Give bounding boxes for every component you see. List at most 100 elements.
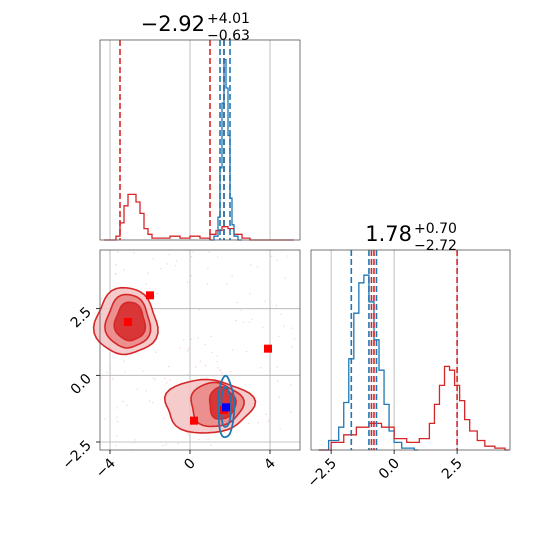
scatter-point <box>187 434 189 436</box>
marker-blue <box>222 403 230 412</box>
scatter-point <box>189 301 191 303</box>
scatter-point <box>221 372 223 374</box>
scatter-point <box>145 390 147 392</box>
scatter-point <box>208 251 210 253</box>
scatter-point <box>240 309 243 312</box>
scatter-point <box>275 304 278 307</box>
blue-contour <box>217 374 236 439</box>
scatter-point <box>290 411 292 413</box>
scatter-point <box>177 442 179 445</box>
scatter-point <box>187 281 189 284</box>
scatter-point <box>190 274 192 277</box>
marker-red <box>190 416 198 425</box>
panel-frame <box>310 249 511 451</box>
marker-red <box>264 344 272 353</box>
scatter-point <box>204 364 207 367</box>
scatter-point <box>114 273 117 275</box>
scatter-point <box>123 360 125 362</box>
scatter-point <box>186 350 189 352</box>
scatter-point <box>164 377 166 380</box>
scatter-point <box>183 339 185 341</box>
scatter-point <box>257 421 259 424</box>
scatter-point <box>190 255 193 258</box>
panel-frame <box>99 249 301 451</box>
scatter-point <box>265 413 267 416</box>
scatter-point <box>116 416 118 419</box>
scatter-point <box>165 443 167 446</box>
title-upper-error: +4.01 <box>207 11 250 27</box>
scatter-point <box>207 268 209 270</box>
scatter-point <box>278 335 280 338</box>
scatter-point <box>166 263 169 265</box>
scatter-point <box>162 444 164 447</box>
histogram-series <box>210 58 242 241</box>
scatter-point <box>216 355 219 357</box>
scatter-point <box>187 348 190 350</box>
scatter-point <box>230 433 233 436</box>
scatter-point <box>284 277 287 279</box>
scatter-point <box>145 283 147 285</box>
scatter-point <box>126 404 128 406</box>
title-value: −2.92 <box>141 12 205 36</box>
scatter-point <box>219 370 221 372</box>
scatter-point <box>279 428 281 430</box>
scatter-point <box>287 255 289 257</box>
panel-frame <box>99 39 301 241</box>
scatter-point <box>217 367 219 369</box>
scatter-point <box>115 445 118 447</box>
scatter-point <box>210 444 212 446</box>
joint-contour-panel: −4 0 4 −2.5 0.0 2.5 <box>59 249 301 481</box>
scatter-point <box>190 338 192 341</box>
scatter-point <box>210 335 212 338</box>
scatter-point <box>198 308 201 311</box>
scatter-point <box>231 349 234 351</box>
scatter-point <box>211 351 213 354</box>
scatter-point <box>197 337 199 339</box>
scatter-point <box>115 264 117 266</box>
scatter-point <box>242 321 245 323</box>
scatter-point <box>291 346 293 348</box>
scatter-point <box>147 272 149 274</box>
scatter-point <box>133 441 135 444</box>
x-tick-label: 2.5 <box>439 456 466 483</box>
marginal-y-title: 1.78 +0.70−2.72 <box>365 221 457 254</box>
scatter-point <box>168 365 170 368</box>
panel-background <box>311 250 510 450</box>
scatter-point <box>152 401 154 404</box>
scatter-point <box>174 264 177 267</box>
scatter-point <box>189 276 191 278</box>
scatter-point <box>106 371 108 373</box>
scatter-point <box>104 418 106 420</box>
scatter-point <box>163 417 165 419</box>
scatter-point <box>250 264 252 266</box>
scatter-point <box>109 375 112 377</box>
scatter-point <box>249 292 251 295</box>
scatter-point <box>204 343 207 346</box>
marginal-histogram-x: −2.92 +4.01−0.63 <box>99 11 301 241</box>
scatter-point <box>152 258 155 260</box>
scatter-point <box>276 380 279 382</box>
x-tick-label: 0 <box>181 456 199 474</box>
scatter-point <box>116 420 119 423</box>
scatter-point <box>148 400 151 402</box>
scatter-point <box>192 251 195 253</box>
scatter-point <box>291 327 294 329</box>
scatter-point <box>236 301 238 304</box>
scatter-point <box>189 361 191 363</box>
scatter-point <box>155 351 157 354</box>
scatter-point <box>229 371 232 373</box>
scatter-point <box>187 373 189 376</box>
scatter-point <box>259 366 262 369</box>
scatter-point <box>194 366 197 368</box>
scatter-point <box>262 326 264 328</box>
scatter-point <box>216 256 219 258</box>
scatter-point <box>154 378 156 381</box>
marginal-x-title: −2.92 +4.01−0.63 <box>141 11 250 44</box>
y-tick-label: 0.0 <box>68 371 95 398</box>
scatter-point <box>108 366 111 369</box>
scatter-point <box>100 298 103 300</box>
scatter-point <box>122 400 124 402</box>
scatter-point <box>152 377 155 379</box>
